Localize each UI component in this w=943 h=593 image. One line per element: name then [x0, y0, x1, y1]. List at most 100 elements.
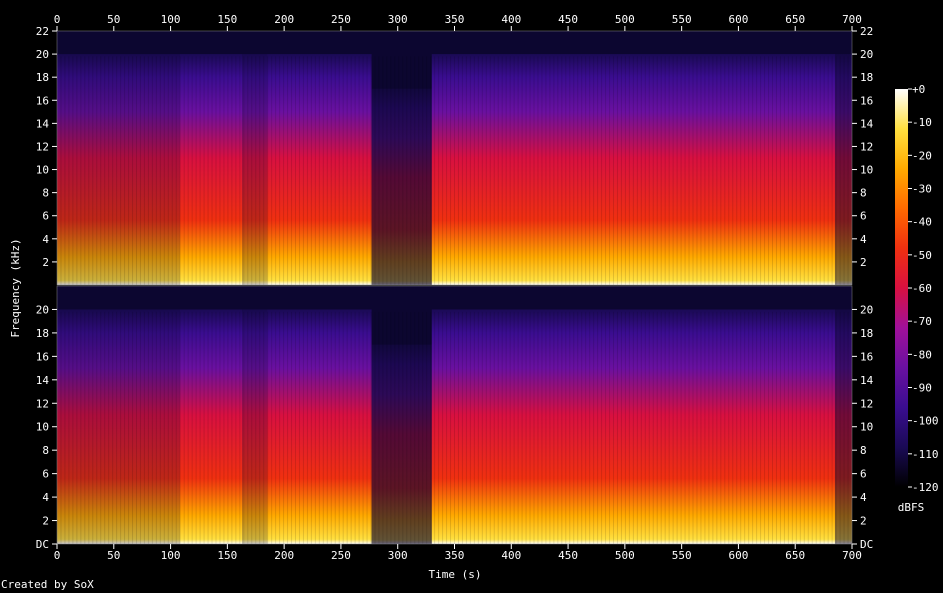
- x-tick-label-bottom: 0: [54, 549, 61, 562]
- y-tick-label-left: 8: [42, 444, 49, 457]
- x-tick-label-top: 650: [785, 13, 805, 26]
- x-tick-label-top: 350: [445, 13, 465, 26]
- colorbar-tick-label: -120: [912, 481, 939, 494]
- x-tick-label-top: 100: [161, 13, 181, 26]
- colorbar-tick-label: -80: [912, 348, 932, 361]
- y-tick-label-left: 16: [36, 94, 49, 107]
- y-tick-label-right: 10: [860, 421, 873, 434]
- y-tick-label-right: 4: [860, 491, 867, 504]
- y-tick-label-left: 12: [36, 397, 49, 410]
- y-tick-label-left: 14: [36, 374, 50, 387]
- y-tick-label-left: 16: [36, 350, 49, 363]
- spectrogram-segment: [371, 88, 432, 286]
- spectrogram-segment: [431, 54, 835, 285]
- colorbar-tick-label: -20: [912, 149, 932, 162]
- spectrogram-segment: [57, 309, 180, 544]
- y-tick-label-right: 16: [860, 94, 873, 107]
- y-tick-label-left: 6: [42, 210, 49, 223]
- y-tick-label-left: DC: [36, 538, 49, 551]
- x-tick-label-top: 550: [672, 13, 692, 26]
- colorbar-tick-label: -100: [912, 415, 939, 428]
- x-axis-label: Time (s): [429, 568, 482, 581]
- x-tick-label-bottom: 200: [274, 549, 294, 562]
- colorbar: +0 -10 -20 -30 -40 -50 -60 -70 -80 -90 -100 -110 -12…: [895, 83, 939, 494]
- x-tick-label-top: 450: [558, 13, 578, 26]
- x-tick-label-bottom: 550: [672, 549, 692, 562]
- spectrogram-segment: [242, 309, 268, 544]
- y-tick-label-left: 10: [36, 164, 49, 177]
- spectrogram-segment: [431, 309, 835, 544]
- y-tick-label-right: 20: [860, 303, 873, 316]
- y-tick-label-left: 18: [36, 71, 49, 84]
- x-tick-label-bottom: 100: [161, 549, 181, 562]
- y-tick-label-right: 2: [860, 256, 867, 269]
- spectrogram-segment: [371, 344, 432, 544]
- spectrogram-segment: [179, 309, 243, 544]
- colorbar-label: dBFS: [898, 501, 925, 514]
- colorbar-strip: [895, 89, 908, 487]
- colorbar-tick-label: -110: [912, 448, 939, 461]
- spectrogram-segment: [57, 54, 180, 285]
- x-tick-label-bottom: 450: [558, 549, 578, 562]
- x-tick-label-top: 200: [274, 13, 294, 26]
- colorbar-tick-label: -30: [912, 183, 932, 196]
- y-tick-label-right: 14: [860, 374, 874, 387]
- y-tick-label-left: 14: [36, 117, 50, 130]
- y-tick-label-right: 6: [860, 468, 867, 481]
- y-tick-label-left: 10: [36, 421, 49, 434]
- y-tick-label-right: 18: [860, 71, 873, 84]
- colorbar-tick-label: -60: [912, 282, 932, 295]
- y-tick-label-right: 14: [860, 117, 874, 130]
- y-tick-label-right: 16: [860, 350, 873, 363]
- x-tick-label-top: 0: [54, 13, 61, 26]
- y-tick-label-right: 8: [860, 444, 867, 457]
- y-tick-label-right: DC: [860, 538, 873, 551]
- x-tick-label-top: 500: [615, 13, 635, 26]
- y-tick-label-right: 6: [860, 210, 867, 223]
- x-tick-label-bottom: 300: [388, 549, 408, 562]
- channel-bottom-plot: [56, 285, 853, 545]
- x-tick-label-bottom: 700: [842, 549, 862, 562]
- colorbar-tick-label: +0: [912, 83, 925, 96]
- x-tick-label-bottom: 250: [331, 549, 351, 562]
- colorbar-tick-label: -10: [912, 116, 932, 129]
- x-tick-label-bottom: 150: [217, 549, 237, 562]
- y-tick-label-left: 12: [36, 140, 49, 153]
- x-tick-label-bottom: 50: [107, 549, 120, 562]
- colorbar-tick-label: -50: [912, 249, 932, 262]
- x-tick-label-bottom: 350: [445, 549, 465, 562]
- y-tick-label-left: 22: [36, 25, 49, 38]
- channel-top-plot: [56, 30, 853, 286]
- y-tick-label-left: 4: [42, 491, 49, 504]
- credit-text: Created by SoX: [1, 578, 94, 591]
- spectrogram-segment: [834, 309, 852, 544]
- y-tick-label-left: 6: [42, 468, 49, 481]
- y-tick-label-right: 20: [860, 48, 873, 61]
- x-tick-label-top: 700: [842, 13, 862, 26]
- y-tick-label-right: 12: [860, 140, 873, 153]
- x-tick-label-bottom: 650: [785, 549, 805, 562]
- colorbar-tick-label: -90: [912, 382, 932, 395]
- y-tick-label-left: 2: [42, 256, 49, 269]
- spectrogram-segment: [267, 309, 372, 544]
- y-axis-label: Frequency (kHz): [9, 238, 22, 337]
- x-tick-label-bottom: 600: [728, 549, 748, 562]
- x-tick-label-top: 150: [217, 13, 237, 26]
- spectrogram-segment: [267, 54, 372, 285]
- y-tick-label-left: 20: [36, 48, 49, 61]
- y-tick-label-right: 10: [860, 164, 873, 177]
- y-tick-label-right: 8: [860, 187, 867, 200]
- y-tick-label-right: 12: [860, 397, 873, 410]
- spectrogram-segment: [179, 54, 243, 285]
- y-tick-label-left: 2: [42, 515, 49, 528]
- colorbar-tick-label: -40: [912, 216, 932, 229]
- x-tick-label-top: 50: [107, 13, 120, 26]
- y-tick-label-left: 4: [42, 233, 49, 246]
- y-tick-label-right: 2: [860, 515, 867, 528]
- y-tick-label-right: 22: [860, 25, 873, 38]
- spectrogram-segment: [242, 54, 268, 285]
- x-tick-label-bottom: 500: [615, 549, 635, 562]
- y-tick-label-right: 18: [860, 327, 873, 340]
- colorbar-tick-label: -70: [912, 315, 932, 328]
